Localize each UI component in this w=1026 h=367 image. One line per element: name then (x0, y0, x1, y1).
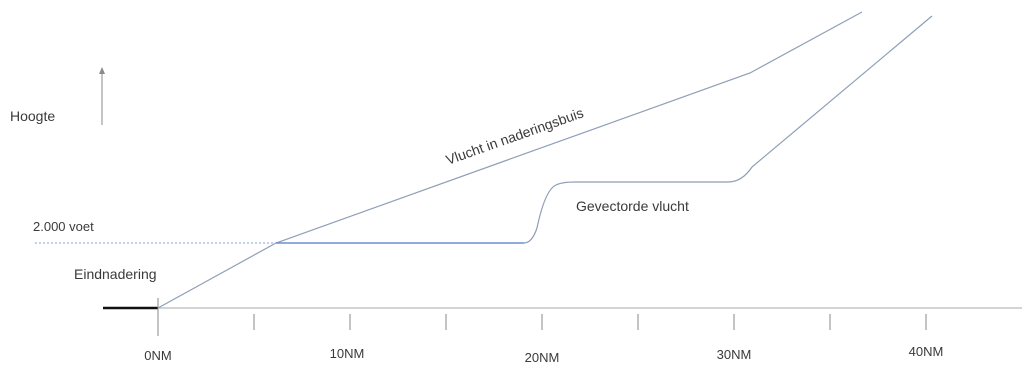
corridor-flight-label: Vlucht in naderingsbuis (444, 104, 586, 167)
tick-label-10nm: 10NM (330, 346, 365, 361)
tick-label-40nm: 40NM (909, 344, 944, 359)
altitude-arrowhead (99, 67, 105, 74)
altitude-2000-label: 2.000 voet (33, 219, 94, 234)
tick-label-30nm: 30NM (717, 347, 752, 362)
tick-label-20nm: 20NM (525, 350, 560, 365)
final-approach-label: Eindnadering (74, 266, 157, 282)
altitude-label: Hoogte (10, 108, 55, 124)
vectored-flight-path (523, 15, 933, 244)
corridor-flight-path (157, 11, 863, 309)
tick-label-0nm: 0NM (144, 348, 171, 363)
vectored-flight-label: Gevectorde vlucht (576, 198, 689, 214)
